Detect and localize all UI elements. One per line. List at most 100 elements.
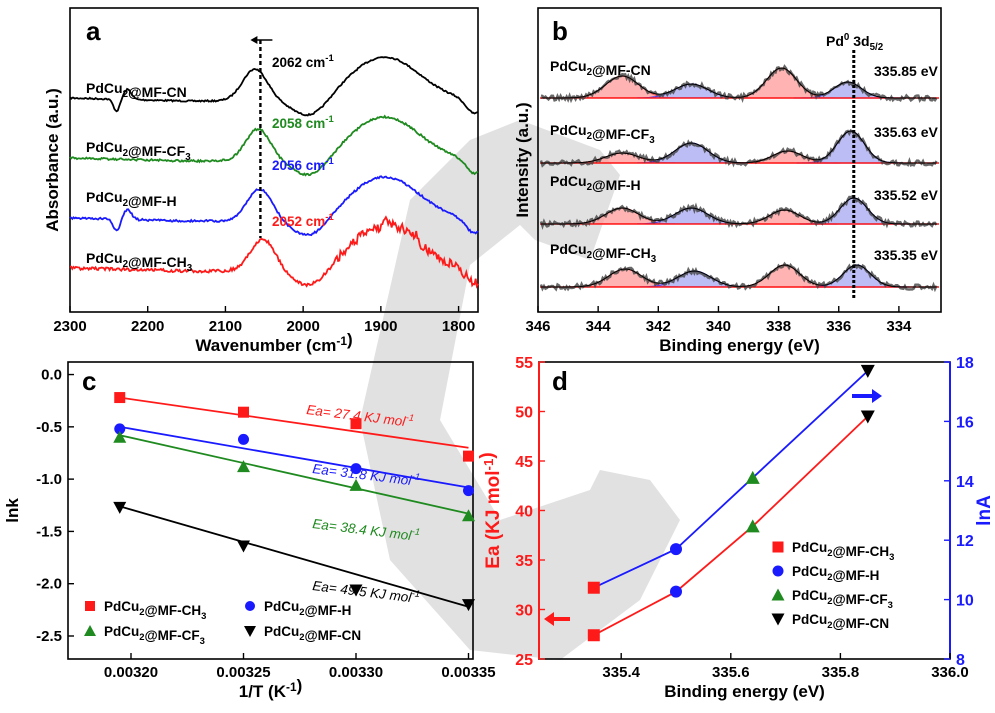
panel-b-value-label: 335.35 eV	[874, 247, 938, 263]
panel-c-point	[237, 460, 250, 473]
watermark: C	[360, 120, 680, 660]
panel-d-legend-label: PdCu2@MF-CN	[792, 612, 889, 631]
panel-a-spectrum	[69, 175, 479, 237]
panel-d-point	[860, 410, 875, 424]
panel-c-point	[462, 599, 475, 612]
panel-c-point	[238, 433, 249, 445]
panel-b: 346 344 342 340 338 336 334 Binding energy (eV)…	[513, 7, 942, 355]
panel-c-ylabel: lnk	[3, 498, 22, 523]
panel-a-peak-label: 2056 cm-1	[272, 156, 334, 173]
panel-b-label: b	[552, 16, 568, 46]
panel-d-y2label: lnA	[974, 495, 995, 526]
panel-c-point	[349, 478, 363, 491]
panel-d-ytick-label: 50	[515, 405, 533, 422]
panel-c-legend-label: PdCu2@MF-CN	[264, 624, 361, 643]
panel-c-legend-label: PdCu2@MF-CH3	[104, 599, 206, 622]
panel-c-fit-line	[119, 425, 469, 489]
panel-b-envelope	[541, 197, 937, 225]
panel-c-ytick-label: -1.0	[36, 471, 62, 488]
panel-a-xtick-label: 2100	[209, 318, 242, 335]
panel-b-value-label: 335.63 eV	[874, 124, 938, 140]
panel-d-y2tick-label: 12	[956, 533, 974, 550]
panel-b-xtick-label: 346	[525, 318, 550, 335]
panel-b-xtick-label: 342	[646, 318, 671, 335]
panel-d: 335.4 335.6 335.8 336.0 25 30 35 40 45 50 55 8 10 12 1…	[477, 355, 995, 701]
panel-b-series-name: PdCu2@MF-CH3	[550, 241, 657, 265]
panel-c-label: c	[82, 366, 96, 396]
panel-d-y2tick-label: 16	[956, 414, 974, 431]
panel-b-frame	[537, 7, 942, 313]
panel-c-point	[350, 418, 362, 430]
panel-c-ytick-label: -0.5	[36, 419, 62, 436]
panel-d-point	[745, 519, 760, 533]
panel-a-frame	[69, 7, 479, 313]
panel-c-xtick-label: 0.00330	[329, 664, 383, 681]
panel-d-xtick-label: 335.6	[712, 664, 750, 681]
panel-d-xtick-label: 335.4	[602, 664, 640, 681]
panel-c-ytick-label: -1.5	[36, 523, 62, 540]
panel-c-legend-marker	[245, 601, 255, 611]
panel-a-xtick-label: 2200	[131, 318, 164, 335]
panel-c-point	[113, 430, 127, 443]
panel-c-ytick-label: 0.0	[41, 367, 62, 384]
panel-c-xlabel: 1/T (K-1)	[239, 676, 302, 701]
panel-c-legend-label: PdCu2@MF-H	[264, 599, 351, 618]
panel-b-raw-data	[539, 261, 938, 293]
panel-d-ytick-label: 45	[515, 454, 533, 471]
panel-b-value-label: 335.85 eV	[874, 63, 938, 79]
panel-a-xtick-label: 1900	[364, 318, 397, 335]
panel-c-point	[463, 485, 474, 497]
panel-a-series-name: PdCu2@MF-CN	[86, 80, 187, 100]
panel-b-series-name: PdCu2@MF-CF3	[550, 122, 655, 146]
panel-d-legend-label: PdCu2@MF-CF3	[792, 588, 893, 611]
panel-d-legend-marker	[771, 613, 785, 626]
panel-d-y2tick-label: 10	[956, 593, 974, 610]
panel-c-point	[350, 463, 362, 475]
panel-c-point	[238, 406, 249, 418]
panel-d-left-arrow-head	[544, 612, 554, 626]
panel-d-ytick-label: 25	[515, 652, 533, 669]
panel-b-xtick-label: 344	[586, 318, 612, 335]
panel-c-point	[113, 501, 127, 514]
panel-d-ytick-label: 35	[515, 553, 533, 570]
panel-c-point	[463, 450, 474, 462]
panel-c-point	[462, 509, 475, 522]
panel-d-ytick-label: 30	[515, 603, 533, 620]
panel-d-xtick-label: 336.0	[931, 664, 969, 681]
panel-d-legend-marker	[771, 588, 785, 601]
panel-a-ylabel: Absorbance (a.u.)	[43, 88, 62, 232]
panel-c-legend-marker	[85, 601, 95, 611]
panel-c-point	[349, 584, 363, 597]
panel-b-envelope	[541, 264, 937, 288]
panel-b-xtick-label: 336	[826, 318, 851, 335]
panel-b-envelope	[541, 130, 937, 164]
panel-d-legend-marker	[772, 541, 784, 553]
panel-a-peak-label: 2062 cm-1	[272, 53, 334, 70]
panel-a-arrow-head	[250, 36, 258, 44]
panel-b-envelope	[541, 67, 937, 99]
panel-d-point	[587, 629, 600, 642]
panel-d-label: d	[552, 366, 568, 396]
panel-d-xtick-label: 335.8	[822, 664, 860, 681]
panel-d-y2tick-label: 8	[956, 652, 965, 669]
panel-a-xtick-label: 2000	[286, 318, 319, 335]
panel-b-xlabel: Binding energy (eV)	[659, 336, 820, 355]
panel-a-series-name: PdCu2@MF-H	[86, 189, 177, 209]
panel-a-peak-label: 2052 cm-1	[272, 212, 334, 229]
panel-a-spectrum	[69, 56, 479, 117]
panel-a-peak-label: 2058 cm-1	[272, 114, 334, 131]
panel-c-fit-line	[119, 505, 469, 608]
panel-b-xtick-label: 338	[766, 318, 791, 335]
panel-a: 2300 2200 2100 2000 1900 1800 Wavenumber (cm-1…	[43, 7, 479, 355]
panel-a-series-name: PdCu2@MF-CF3	[86, 139, 191, 163]
panel-c-point	[114, 392, 126, 404]
panel-a-xtick-label: 2300	[53, 318, 86, 335]
panel-d-y2tick-label: 14	[956, 474, 974, 491]
panel-c-legend-label: PdCu2@MF-CF3	[104, 624, 205, 647]
panel-a-spectrum	[69, 215, 479, 289]
panel-b-xtick-label: 340	[706, 318, 731, 335]
panel-c-legend-marker	[244, 626, 256, 637]
panel-c-xtick-label: 0.00335	[441, 664, 495, 681]
panel-b-series-name: PdCu2@MF-H	[550, 173, 641, 193]
panel-c: 0.00320 0.00325 0.00330 0.00335 0.0 -0.5 -1.0 -…	[3, 361, 496, 701]
